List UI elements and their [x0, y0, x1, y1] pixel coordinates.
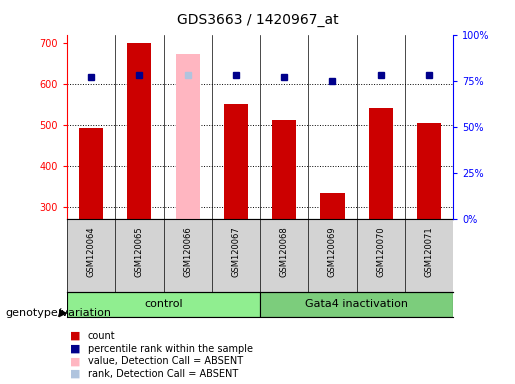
Text: GSM120064: GSM120064 [87, 227, 96, 277]
Text: GSM120070: GSM120070 [376, 227, 385, 277]
Text: ■: ■ [70, 356, 80, 366]
Text: GSM120066: GSM120066 [183, 227, 192, 277]
Bar [417, 123, 441, 219]
Text: genotype/variation: genotype/variation [5, 308, 111, 318]
Text: rank, Detection Call = ABSENT: rank, Detection Call = ABSENT [88, 369, 238, 379]
Bar [260, 292, 453, 317]
Text: GSM120069: GSM120069 [328, 227, 337, 277]
Text: ■: ■ [70, 344, 80, 354]
Text: ▶: ▶ [59, 308, 68, 318]
Bar [67, 292, 260, 317]
Text: GSM120067: GSM120067 [231, 227, 241, 277]
Text: Gata4 inactivation: Gata4 inactivation [305, 300, 408, 310]
Bar [176, 54, 200, 219]
Text: count: count [88, 331, 115, 341]
Text: GSM120065: GSM120065 [135, 227, 144, 277]
Text: percentile rank within the sample: percentile rank within the sample [88, 344, 252, 354]
Bar [127, 43, 151, 219]
Text: GSM120068: GSM120068 [280, 227, 289, 277]
Bar [224, 104, 248, 219]
Bar [272, 120, 296, 219]
Bar [369, 108, 393, 219]
Bar [320, 193, 345, 219]
Text: control: control [144, 300, 183, 310]
Text: GSM120071: GSM120071 [424, 227, 434, 277]
Text: value, Detection Call = ABSENT: value, Detection Call = ABSENT [88, 356, 243, 366]
Text: ■: ■ [70, 369, 80, 379]
Text: ■: ■ [70, 331, 80, 341]
Text: GDS3663 / 1420967_at: GDS3663 / 1420967_at [177, 13, 338, 27]
Bar [79, 128, 103, 219]
